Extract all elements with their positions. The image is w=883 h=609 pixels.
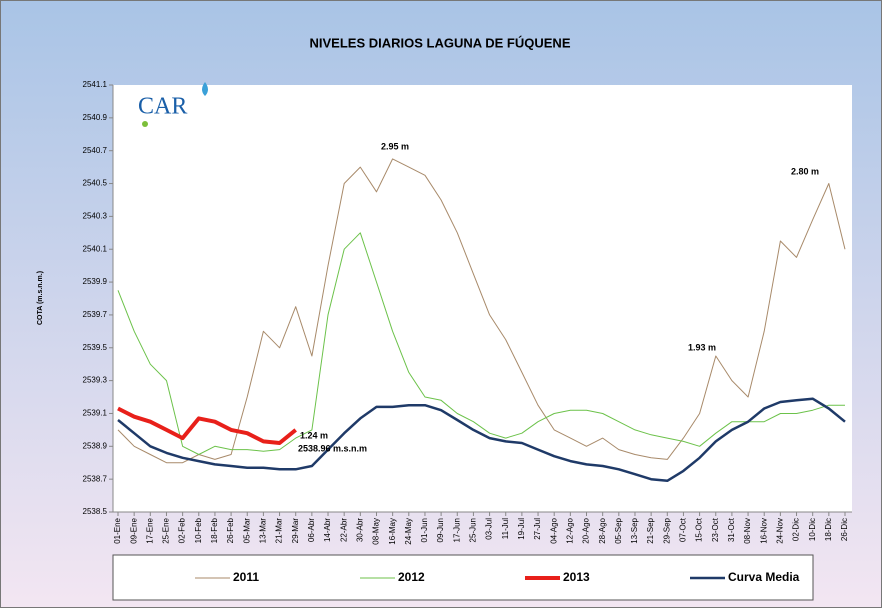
y-tick-label: 2540.3	[83, 211, 108, 220]
legend-label: 2013	[563, 570, 590, 584]
x-tick-label: 24-May	[404, 518, 413, 545]
x-tick-label: 28-Ago	[598, 517, 607, 543]
x-tick-label: 14-Abr	[323, 518, 332, 542]
annotation: 1.93 m	[688, 342, 716, 352]
x-tick-label: 21-Mar	[275, 518, 284, 544]
logo: CAR	[138, 94, 187, 120]
x-tick-label: 18-Dic	[824, 518, 833, 541]
x-tick-label: 09-Ene	[129, 517, 138, 543]
annotation: 2.95 m	[381, 141, 409, 151]
x-tick-label: 25-Ene	[162, 517, 171, 543]
x-tick-label: 12-Ago	[565, 517, 574, 543]
legend-label: 2012	[398, 570, 425, 584]
x-tick-label: 27-Jul	[533, 518, 542, 540]
x-tick-label: 01-Jun	[420, 518, 429, 542]
annotation: 1.24 m	[300, 430, 328, 440]
x-tick-label: 13-Mar	[259, 518, 268, 544]
y-tick-label: 2540.5	[83, 179, 108, 188]
x-tick-label: 20-Ago	[582, 517, 591, 543]
x-tick-label: 18-Feb	[210, 517, 219, 543]
series-line	[117, 158, 846, 464]
x-tick-label: 10-Feb	[194, 517, 203, 543]
y-tick-label: 2539.9	[83, 277, 108, 286]
annotation: 2.80 m	[791, 166, 819, 176]
x-tick-label: 11-Jul	[501, 518, 510, 539]
x-tick-label: 13-Sep	[630, 517, 639, 543]
x-tick-label: 06-Abr	[307, 518, 316, 542]
logo-dot	[142, 121, 148, 127]
x-tick-label: 16-Nov	[759, 518, 768, 544]
y-tick-label: 2540.1	[83, 244, 108, 253]
x-tick-label: 17-Ene	[145, 517, 154, 543]
x-tick-label: 08-May	[372, 518, 381, 545]
x-tick-label: 22-Abr	[339, 518, 348, 542]
x-tick-label: 26-Feb	[226, 517, 235, 543]
y-axis-label: COTA (m.s.n.m.)	[37, 271, 44, 325]
y-tick-label: 2538.5	[83, 507, 108, 516]
x-tick-label: 21-Sep	[646, 517, 655, 543]
legend-label: 2011	[233, 570, 259, 584]
series-line	[117, 397, 846, 483]
x-tick-label: 16-May	[388, 518, 397, 545]
y-tick-label: 2538.9	[83, 441, 108, 450]
x-tick-label: 10-Dic	[808, 518, 817, 541]
x-tick-label: 07-Oct	[679, 517, 688, 542]
x-tick-label: 26-Dic	[840, 518, 849, 541]
x-tick-label: 05-Sep	[614, 517, 623, 543]
x-tick-label: 29-Sep	[662, 517, 671, 543]
legend-label: Curva Media	[728, 570, 800, 584]
y-tick-label: 2539.5	[83, 343, 108, 352]
x-tick-label: 03-Jul	[485, 518, 494, 540]
y-tick-label: 2540.7	[83, 146, 108, 155]
y-tick-label: 2539.1	[83, 409, 108, 418]
x-tick-label: 23-Oct	[711, 517, 720, 542]
y-tick-label: 2539.7	[83, 310, 108, 319]
chart-title: NIVELES DIARIOS LAGUNA DE FÚQUENE	[310, 35, 571, 50]
x-tick-label: 02-Dic	[792, 518, 801, 541]
plot-area	[113, 85, 852, 512]
x-tick-label: 08-Nov	[743, 518, 752, 544]
annotation: 2538.96 m.s.n.m	[298, 443, 367, 453]
series-line	[117, 406, 297, 445]
x-tick-label: 04-Ago	[549, 517, 558, 543]
series-line	[117, 232, 845, 455]
y-tick-label: 2538.7	[83, 474, 108, 483]
y-tick-label: 2541.1	[83, 80, 108, 89]
y-tick-label: 2539.3	[83, 376, 108, 385]
y-tick-label: 2540.9	[83, 113, 108, 122]
x-tick-label: 31-Oct	[727, 517, 736, 542]
x-tick-label: 02-Feb	[178, 517, 187, 543]
x-tick-label: 01-Ene	[113, 517, 122, 543]
x-tick-label: 17-Jun	[452, 518, 461, 542]
x-tick-label: 30-Abr	[355, 518, 364, 542]
logo-drop	[202, 82, 208, 96]
x-tick-label: 25-Jun	[469, 518, 478, 542]
x-tick-label: 19-Jul	[517, 518, 526, 540]
x-tick-label: 05-Mar	[242, 518, 251, 544]
x-tick-label: 29-Mar	[291, 518, 300, 544]
x-tick-label: 09-Jun	[436, 518, 445, 542]
x-tick-label: 24-Nov	[775, 518, 784, 544]
x-tick-label: 15-Oct	[695, 517, 704, 542]
